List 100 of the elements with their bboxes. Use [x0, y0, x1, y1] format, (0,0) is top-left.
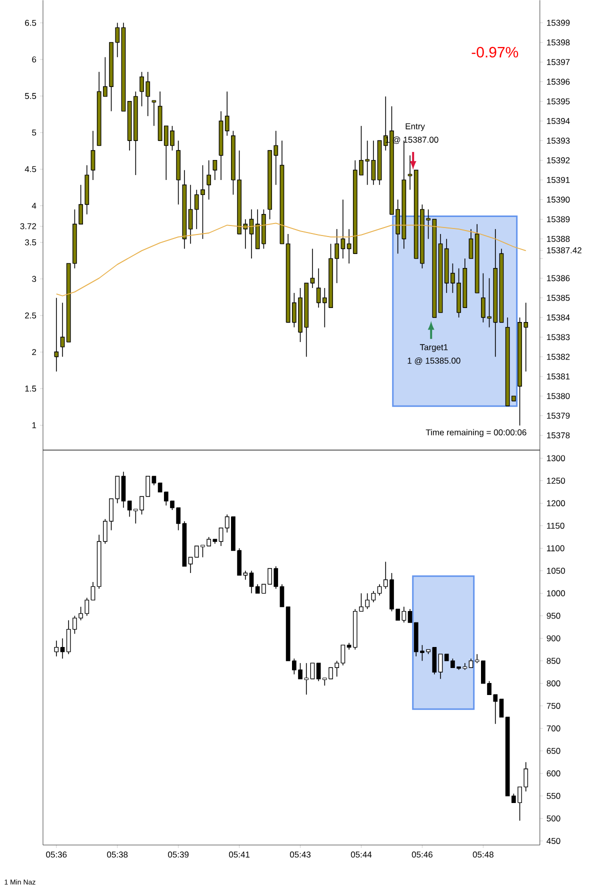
candlestick [346, 228, 352, 264]
candlestick [218, 528, 224, 546]
y2-tick-label: 6 [32, 56, 36, 62]
candlestick [468, 228, 474, 259]
y-tick-label: 15395 [547, 98, 570, 104]
y-tick-label: 500 [546, 815, 560, 822]
candlestick [249, 570, 254, 594]
y-tick-label: 15386 [547, 275, 570, 282]
candlestick [371, 140, 376, 186]
candlestick [280, 584, 284, 608]
y-tick-label: 15394 [547, 118, 570, 124]
y-tick-label: 15392 [547, 157, 570, 164]
x-tick-label: 05:41 [229, 852, 250, 858]
y2-tick-label: 2 [32, 349, 36, 356]
candlestick [60, 302, 65, 358]
candlestick [212, 160, 218, 180]
candlestick [438, 654, 443, 680]
y-tick-label: 700 [546, 725, 560, 732]
candlestick [54, 297, 59, 372]
candlestick [340, 644, 346, 666]
y-tick-label: 15382 [547, 354, 570, 360]
candlestick [127, 500, 132, 518]
y-tick-label: 1050 [547, 568, 566, 574]
y2-tick-label: 2.5 [25, 312, 36, 318]
x-tick-label: 05:38 [107, 852, 128, 858]
y-tick-label: 550 [546, 792, 560, 799]
y2-tick-label: 1 [32, 422, 36, 428]
candlestick [408, 608, 412, 623]
y-tick-label: 750 [546, 702, 560, 709]
y-tick-label: 800 [546, 680, 560, 686]
y-tick-label: 15396 [547, 78, 570, 85]
x-tick-label: 05:48 [472, 852, 494, 858]
y-tick-label: 850 [546, 658, 560, 664]
x-tick-label: 05:44 [351, 852, 372, 858]
candlestick [188, 184, 193, 244]
y2-tick-label: 5 [32, 130, 36, 136]
y-tick-label: 15398 [547, 39, 570, 46]
y2-tick-label: 3 [32, 276, 36, 282]
y-tick-label: 600 [546, 770, 560, 776]
y-tick-label: 1000 [547, 590, 566, 596]
candlestick [90, 130, 96, 180]
x-tick-label: 05:39 [168, 852, 189, 858]
y-tick-label: 1100 [547, 545, 564, 552]
candlestick [316, 662, 321, 682]
y2-tick-label: 5.5 [25, 93, 36, 99]
candlestick [292, 658, 296, 675]
y-tick-label: 15378 [547, 432, 570, 438]
y2-tick-label: 1.5 [25, 386, 36, 392]
candlestick [60, 638, 65, 659]
y-tick-label: 15388 [547, 236, 570, 242]
candlestick [377, 584, 382, 596]
annotation: Target1 [420, 344, 448, 352]
y-tick-label: 15385 [547, 294, 570, 301]
y-tick-label: 15387.42 [547, 247, 582, 254]
y-tick-label: 650 [546, 748, 560, 754]
x-tick-label: 05:46 [412, 852, 433, 858]
y-tick-label: 15383 [547, 334, 570, 340]
candlestick [310, 662, 315, 680]
y-tick-label: 15381 [547, 373, 570, 380]
candlestick [188, 556, 193, 574]
y-tick-label: 950 [546, 612, 560, 619]
y-tick-label: 1300 [547, 455, 566, 462]
y2-tick-label: 4.5 [24, 166, 36, 172]
y-tick-label: 1150 [547, 522, 564, 529]
candlestick [152, 476, 156, 486]
candlestick [468, 658, 474, 668]
y2-tick-label: 4 [32, 202, 36, 209]
y-tick-label: 15379 [547, 412, 570, 419]
y-tick-label: 15399 [547, 20, 570, 26]
candlestick [158, 482, 162, 492]
x-tick-label: 05:43 [290, 852, 311, 858]
y-tick-label: 1200 [547, 500, 566, 506]
y-tick-label: 15380 [547, 393, 570, 400]
y-tick-label: 1250 [547, 478, 566, 484]
candlestick [200, 164, 205, 240]
candlestick [115, 476, 120, 504]
y2-tick-label: 6.5 [25, 20, 36, 26]
y2-tick-label: 3.5 [25, 239, 36, 246]
candlestick [54, 640, 59, 657]
candlestick [152, 100, 156, 126]
y-tick-label: 900 [546, 635, 560, 642]
y-tick-label: 15384 [547, 314, 570, 320]
candlestick [316, 268, 321, 308]
annotation: -0.97% [472, 46, 518, 58]
y-tick-label: 15391 [547, 176, 570, 183]
y-tick-label: 15390 [547, 196, 570, 203]
candlestick [340, 199, 346, 259]
candlestick [225, 91, 230, 136]
candlestick [371, 590, 376, 603]
candlestick [206, 160, 212, 200]
y-tick-label: 450 [546, 838, 560, 844]
candlestick [109, 498, 114, 531]
candlestick [310, 248, 315, 288]
candlestick [408, 154, 412, 190]
y2-tick-label: 3.72 [20, 223, 36, 230]
candlestick [194, 189, 199, 230]
y-tick-label: 15393 [547, 138, 570, 144]
annotation: Time remaining = 00:00:06 [426, 429, 526, 438]
x-tick-label: 05:36 [46, 852, 67, 858]
annotation: Entry [406, 123, 425, 131]
